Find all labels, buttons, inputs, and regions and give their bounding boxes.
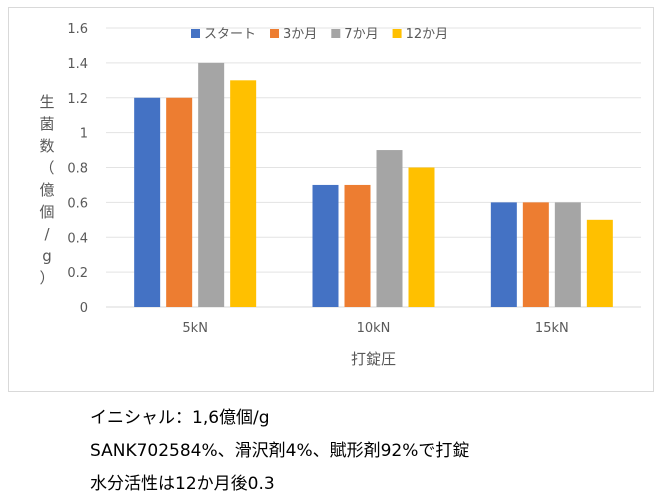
bar: [586, 219, 613, 307]
bar: [376, 150, 403, 307]
bar: [312, 184, 339, 307]
bar: [230, 80, 257, 307]
note-composition: SANK702584%、滑沢剤4%、賦形剤92%で打錠: [90, 441, 470, 461]
y-axis-label-char: 個: [39, 203, 54, 221]
y-tick-label: 1.6: [67, 22, 88, 37]
y-axis-label-char: ）: [39, 269, 54, 287]
legend-label: 3か月: [283, 27, 317, 42]
y-axis-label-char: 生: [39, 93, 54, 111]
y-axis-label-char: 億: [39, 181, 54, 199]
y-tick-label: 1.2: [67, 92, 88, 107]
legend-label: 12か月: [406, 27, 449, 42]
bar: [490, 202, 517, 307]
y-axis-label-char: （: [39, 159, 54, 177]
y-tick-label: 0.4: [67, 231, 88, 246]
y-tick-label: 1.4: [67, 57, 88, 72]
x-tick-label: 5kN: [182, 321, 208, 336]
x-tick-label: 15kN: [535, 321, 569, 336]
y-tick-label: 0.8: [67, 162, 88, 177]
y-tick-label: 0: [80, 301, 88, 316]
legend-label: 7か月: [344, 27, 378, 42]
note-initial: イニシャル：1,6億個/g: [90, 408, 270, 428]
bar: [134, 97, 161, 307]
y-axis-label-char: 菌: [39, 115, 54, 133]
bar: [408, 167, 435, 307]
x-axis-label: 打錠圧: [351, 350, 396, 368]
chart-area: 0 0.2 0.4 0.6 0.8 1 1.2 1.4 1.6 5kN 10kN 15kN 打錠圧 生菌数…: [8, 7, 654, 392]
legend-swatch: [191, 29, 200, 38]
y-axis-label-char: /: [44, 225, 50, 243]
y-tick-label: 1: [80, 127, 88, 142]
bar: [198, 62, 225, 307]
bar: [522, 202, 549, 307]
legend-swatch: [270, 29, 280, 38]
y-axis-label-char: 数: [39, 137, 54, 155]
x-tick-label: 10kN: [357, 321, 391, 336]
y-tick-label: 0.2: [67, 266, 88, 281]
bar: [554, 202, 581, 307]
legend-swatch: [331, 29, 341, 38]
bar-chart: 0 0.2 0.4 0.6 0.8 1 1.2 1.4 1.6 5kN 10kN 15kN 打錠圧 生菌数…: [39, 22, 641, 368]
legend-label: スタート: [204, 27, 256, 42]
bar: [166, 97, 193, 307]
y-tick-label: 0.6: [67, 196, 88, 211]
legend-swatch: [392, 29, 402, 38]
y-axis-label-char: g: [42, 247, 52, 265]
note-water-activity: 水分活性は12か月後0.3: [90, 474, 275, 494]
bar: [344, 184, 371, 307]
